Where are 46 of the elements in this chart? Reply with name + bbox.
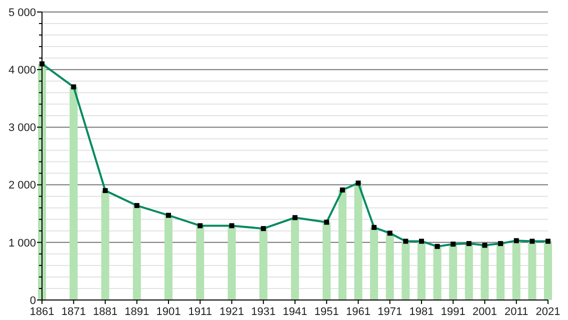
y-tick-label: 1 000	[8, 237, 36, 250]
x-tick-label: 1971	[378, 306, 402, 318]
x-tick-label: 1891	[124, 306, 150, 318]
bar	[164, 215, 172, 300]
x-tick-label: 1871	[61, 306, 86, 318]
y-tick-label: 4 000	[8, 64, 36, 76]
bar	[291, 218, 299, 300]
bar	[496, 244, 505, 300]
x-tick-label: 2021	[536, 306, 560, 318]
x-tick-label: 2001	[472, 306, 497, 318]
x-tick-label: 1911	[188, 306, 212, 318]
x-tick-label: 1921	[220, 306, 244, 318]
bar	[512, 240, 520, 300]
bar	[322, 222, 331, 300]
x-tick-label: 1881	[93, 306, 118, 318]
x-tick-label: 1941	[282, 306, 308, 318]
x-tick-label: 1981	[409, 306, 434, 318]
y-tick-label: 2 000	[8, 180, 36, 192]
bar	[196, 226, 204, 300]
bar	[132, 206, 141, 300]
bar	[370, 227, 378, 300]
x-tick-label: 1901	[156, 306, 181, 318]
y-tick-label: 3 000	[8, 122, 36, 134]
bar	[101, 190, 110, 300]
bar	[338, 190, 346, 300]
bar	[354, 183, 362, 300]
bar	[259, 228, 268, 300]
y-tick-label: 5 000	[8, 6, 36, 19]
x-tick-label: 2011	[504, 306, 528, 318]
bar	[528, 241, 536, 300]
x-tick-label: 1991	[440, 306, 466, 318]
bar	[418, 241, 426, 300]
x-tick-label: 1861	[30, 306, 54, 318]
bar	[70, 86, 78, 300]
bar	[228, 226, 236, 300]
y-tick-label: 0	[30, 294, 36, 307]
bar	[480, 245, 489, 300]
bar	[402, 241, 410, 300]
bar	[449, 244, 458, 300]
x-tick-label: 1951	[314, 306, 339, 318]
bar	[544, 241, 552, 300]
bar	[464, 244, 473, 300]
bar	[386, 233, 394, 300]
x-tick-label: 1961	[346, 306, 370, 318]
bar	[433, 246, 442, 300]
x-tick-label: 1931	[251, 306, 276, 318]
